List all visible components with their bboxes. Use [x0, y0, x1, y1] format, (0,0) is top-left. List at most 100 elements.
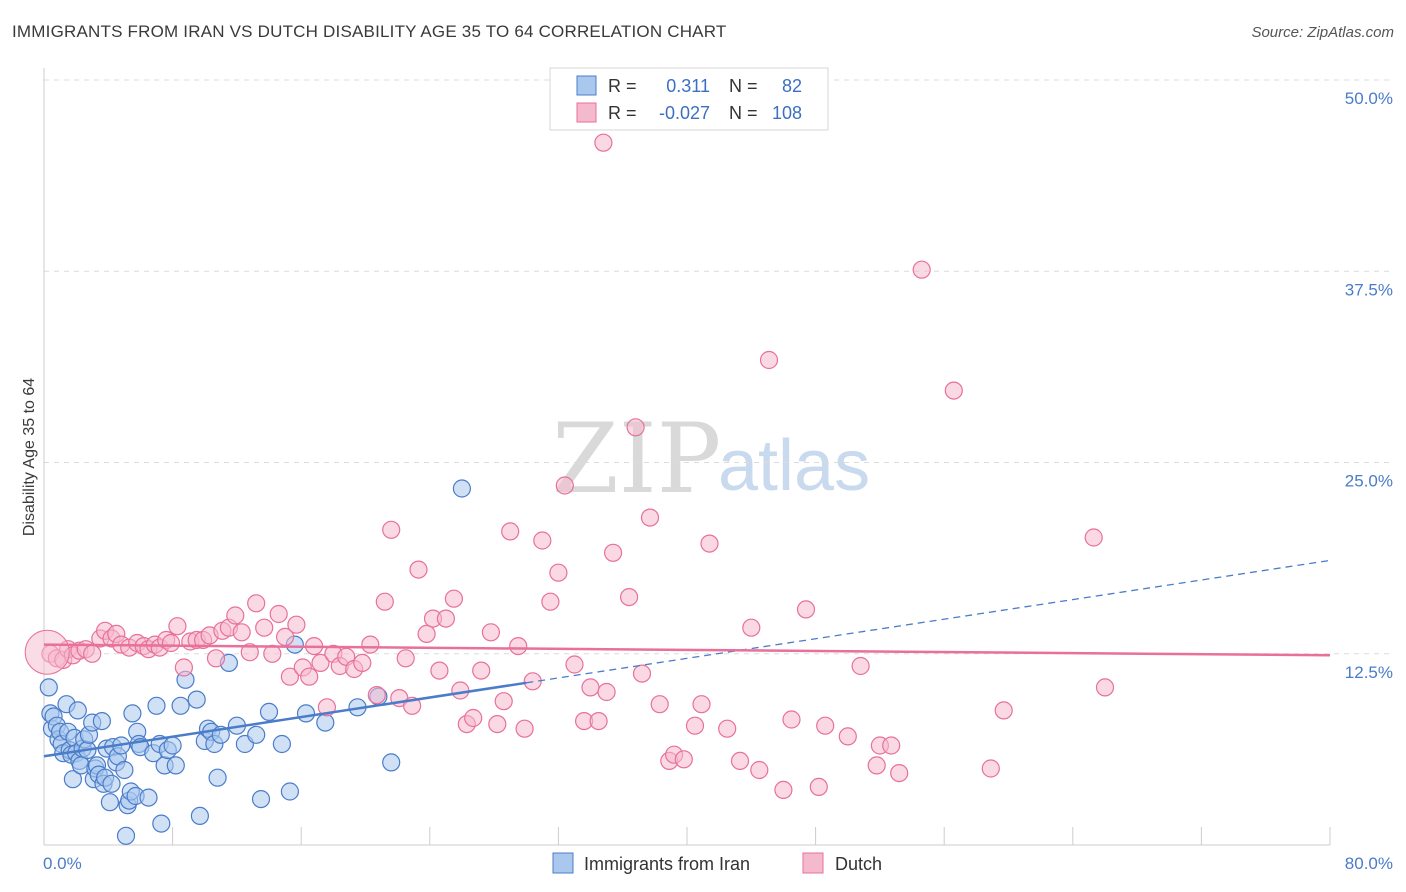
source-label: Source: ZipAtlas.com [1251, 24, 1394, 41]
y-axis-title: Disability Age 35 to 64 [21, 378, 38, 536]
dutch-point [603, 543, 623, 562]
dutch-point [597, 682, 616, 702]
bottom-legend-swatch-iran [552, 852, 574, 874]
bottom-legend: Immigrants from Iran Dutch [552, 852, 882, 874]
dutch-point [361, 635, 380, 654]
dutch-point [255, 618, 274, 637]
trend-line-dutch [43, 643, 1331, 657]
bottom-legend-label-iran: Immigrants from Iran [584, 854, 750, 874]
legend-n-label-iran: N = [729, 76, 758, 96]
iran-point [187, 690, 206, 709]
dutch-point [1095, 678, 1115, 697]
dutch-point [742, 618, 761, 637]
bottom-legend-label-dutch: Dutch [835, 854, 882, 874]
iran-point [296, 704, 316, 723]
dutch-point [451, 681, 470, 700]
dutch-point [674, 750, 693, 769]
dutch-point [436, 609, 455, 628]
iran-point [247, 725, 266, 744]
iran-point [147, 696, 166, 715]
dutch-point [882, 736, 901, 755]
dutch-point [417, 624, 436, 644]
dutch-point [206, 649, 226, 668]
dutch-point [994, 701, 1013, 720]
series-iran-points [39, 479, 471, 845]
legend-n-value-dutch: 108 [772, 103, 802, 123]
dutch-point [594, 133, 613, 152]
iran-point [163, 736, 182, 755]
iran-point [452, 479, 471, 498]
dutch-point [640, 508, 660, 527]
dutch-point [541, 592, 560, 611]
dutch-point [488, 714, 507, 734]
iran-point [171, 696, 190, 715]
dutch-point [650, 695, 669, 714]
grid [44, 79, 1393, 655]
dutch-point [944, 381, 963, 400]
iran-point [259, 702, 279, 722]
dutch-point [565, 655, 584, 674]
dutch-point [161, 633, 181, 653]
dutch-point [626, 418, 645, 437]
iran-point [208, 768, 227, 787]
dutch-point [444, 589, 463, 608]
iran-point [272, 734, 291, 754]
iran-point [190, 806, 209, 826]
dutch-point [382, 520, 401, 539]
iran-point [102, 774, 121, 793]
iran-point [152, 814, 171, 833]
dutch-point [494, 692, 513, 711]
dutch-point [375, 592, 394, 611]
dutch-point [912, 260, 931, 279]
dutch-point [759, 350, 779, 370]
legend-r-value-iran: 0.311 [666, 76, 710, 96]
iran-point [115, 760, 134, 780]
trend-line-iran-projection [526, 559, 1331, 684]
dutch-point [481, 623, 500, 642]
dutch-point [509, 636, 528, 656]
y-tick-label-1: 25.0% [1345, 472, 1393, 491]
dutch-point [774, 780, 793, 800]
iran-point [123, 704, 142, 723]
iran-point [382, 753, 401, 772]
x-tick-label-min: 0.0% [43, 854, 82, 873]
dutch-point [168, 617, 187, 636]
dutch-point [533, 531, 552, 550]
dutch-point [718, 719, 737, 738]
dutch-point [867, 756, 886, 775]
watermark-atlas: atlas [718, 426, 870, 506]
dutch-point [782, 710, 801, 729]
iran-point [39, 678, 58, 697]
dutch-point [232, 623, 251, 642]
dutch-point [263, 644, 282, 663]
dutch-point [353, 653, 372, 673]
chart-title: IMMIGRANTS FROM IRAN VS DUTCH DISABILITY… [12, 22, 727, 41]
dutch-point [809, 777, 828, 797]
iran-point [116, 826, 136, 845]
dutch-point [515, 719, 534, 738]
trend-line-iran [43, 681, 527, 758]
iran-point [92, 711, 112, 731]
legend-r-value-dutch: -0.027 [659, 103, 710, 123]
dutch-point [816, 716, 835, 735]
dutch-point [581, 678, 600, 697]
dutch-point [838, 727, 857, 746]
y-tick-labels: 12.5% 25.0% 37.5% 50.0% [1345, 89, 1393, 682]
legend-r-label-iran: R = [608, 76, 637, 96]
iran-point [280, 782, 299, 801]
dutch-point [472, 661, 491, 680]
dutch-point [632, 664, 652, 683]
y-tick-label-3: 50.0% [1345, 89, 1393, 108]
legend-swatch-iran [576, 75, 597, 96]
iran-point [63, 770, 83, 789]
dutch-point [796, 600, 816, 619]
legend-n-value-iran: 82 [782, 76, 802, 96]
dutch-point [555, 476, 574, 495]
y-tick-label-2: 37.5% [1345, 280, 1393, 299]
dutch-point [24, 629, 70, 675]
dutch-point [269, 604, 288, 624]
dutch-point [464, 708, 483, 728]
dutch-point [501, 522, 520, 541]
dutch-point [430, 661, 449, 680]
dutch-point [247, 594, 266, 613]
